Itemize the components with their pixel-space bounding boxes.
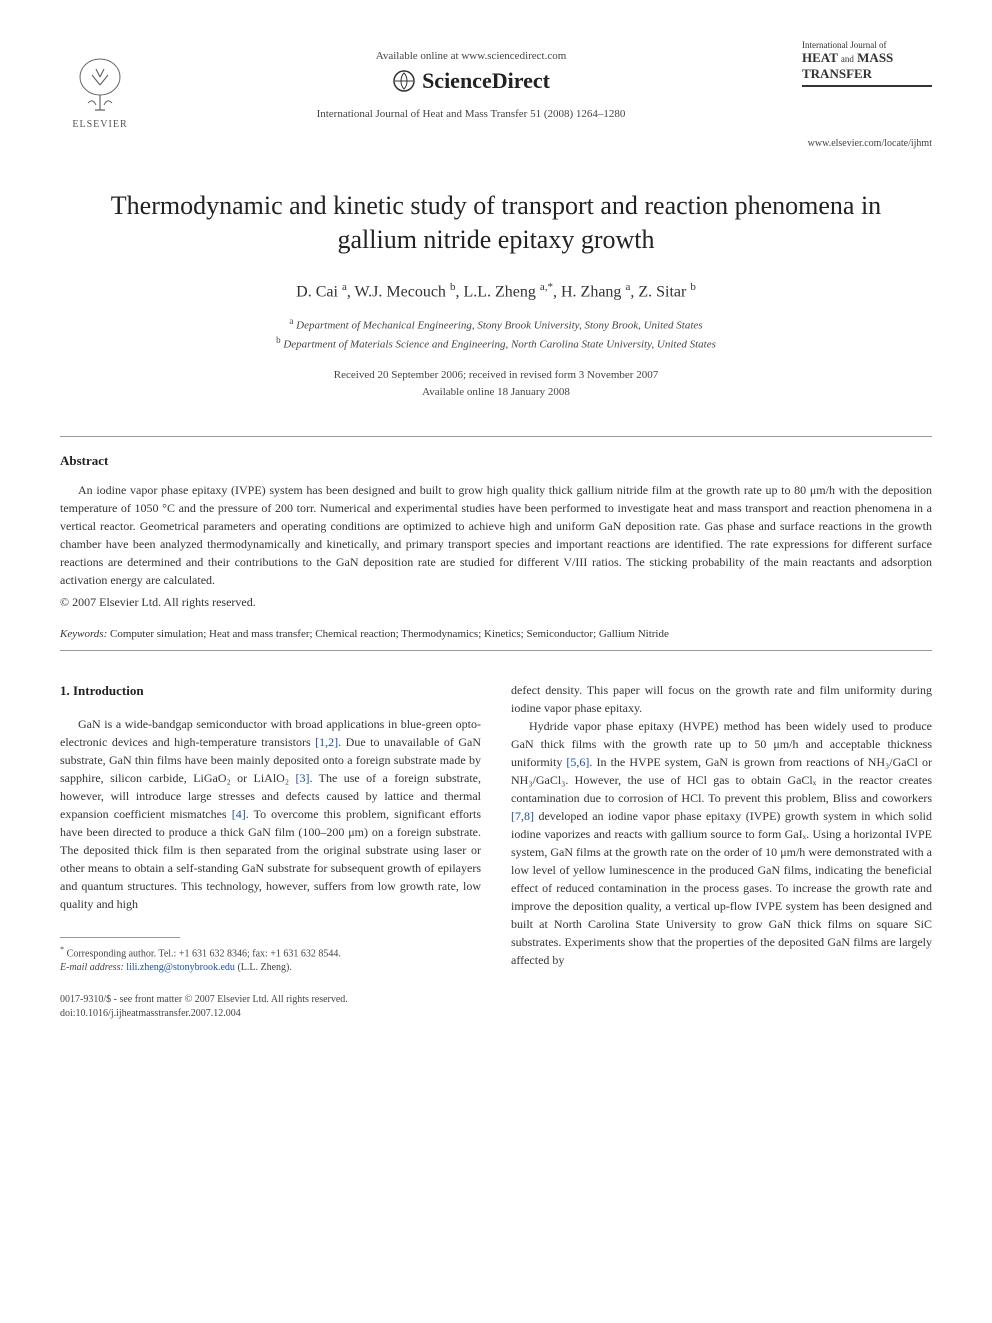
abstract-body: An iodine vapor phase epitaxy (IVPE) sys… <box>60 481 932 589</box>
article-dates: Received 20 September 2006; received in … <box>60 367 932 400</box>
affiliations: a Department of Mechanical Engineering, … <box>60 315 932 353</box>
elsevier-label: ELSEVIER <box>72 119 127 130</box>
center-header: Available online at www.sciencedirect.co… <box>140 40 802 120</box>
received-date: Received 20 September 2006; received in … <box>60 367 932 384</box>
divider-top <box>60 436 932 437</box>
intro-paragraph-1-cont: defect density. This paper will focus on… <box>511 681 932 717</box>
footer-meta: 0017-9310/$ - see front matter © 2007 El… <box>60 993 481 1021</box>
journal-header: ELSEVIER Available online at www.science… <box>60 40 932 130</box>
elsevier-logo: ELSEVIER <box>60 40 140 130</box>
section-heading-intro: 1. Introduction <box>60 681 481 701</box>
available-online-text: Available online at www.sciencedirect.co… <box>140 50 802 62</box>
journal-reference: International Journal of Heat and Mass T… <box>140 108 802 120</box>
abstract-copyright: © 2007 Elsevier Ltd. All rights reserved… <box>60 595 932 610</box>
authors-list: D. Cai a, W.J. Mecouch b, L.L. Zheng a,*… <box>60 281 932 301</box>
corresponding-email[interactable]: lili.zheng@stonybrook.edu <box>126 962 235 973</box>
online-date: Available online 18 January 2008 <box>60 384 932 401</box>
affiliation-b: b Department of Materials Science and En… <box>60 334 932 353</box>
doi-line: doi:10.1016/j.ijheatmasstransfer.2007.12… <box>60 1007 481 1021</box>
journal-badge: International Journal of HEAT and MASS T… <box>802 40 932 91</box>
intro-paragraph-2: Hydride vapor phase epitaxy (HVPE) metho… <box>511 717 932 969</box>
paper-title: Thermodynamic and kinetic study of trans… <box>60 189 932 257</box>
sciencedirect-icon <box>392 69 416 93</box>
body-columns: 1. Introduction GaN is a wide-bandgap se… <box>60 681 932 1021</box>
locate-link[interactable]: www.elsevier.com/locate/ijhmt <box>60 138 932 149</box>
keywords: Keywords: Computer simulation; Heat and … <box>60 628 932 640</box>
corresponding-author-footnote: * Corresponding author. Tel.: +1 631 632… <box>60 944 481 975</box>
intro-paragraph-1: GaN is a wide-bandgap semiconductor with… <box>60 715 481 913</box>
footnote-separator <box>60 937 180 938</box>
affiliation-a: a Department of Mechanical Engineering, … <box>60 315 932 334</box>
column-left: 1. Introduction GaN is a wide-bandgap se… <box>60 681 481 1021</box>
front-matter-line: 0017-9310/$ - see front matter © 2007 El… <box>60 993 481 1007</box>
keywords-text: Computer simulation; Heat and mass trans… <box>110 628 669 640</box>
journal-badge-title: HEAT and MASS TRANSFER <box>802 50 932 87</box>
sciencedirect-brand: ScienceDirect <box>140 68 802 94</box>
elsevier-tree-icon <box>70 55 130 115</box>
divider-bottom <box>60 650 932 651</box>
abstract-heading: Abstract <box>60 453 932 469</box>
keywords-label: Keywords: <box>60 628 107 640</box>
column-right: defect density. This paper will focus on… <box>511 681 932 1021</box>
sciencedirect-text: ScienceDirect <box>422 68 550 94</box>
journal-badge-small: International Journal of <box>802 40 932 50</box>
